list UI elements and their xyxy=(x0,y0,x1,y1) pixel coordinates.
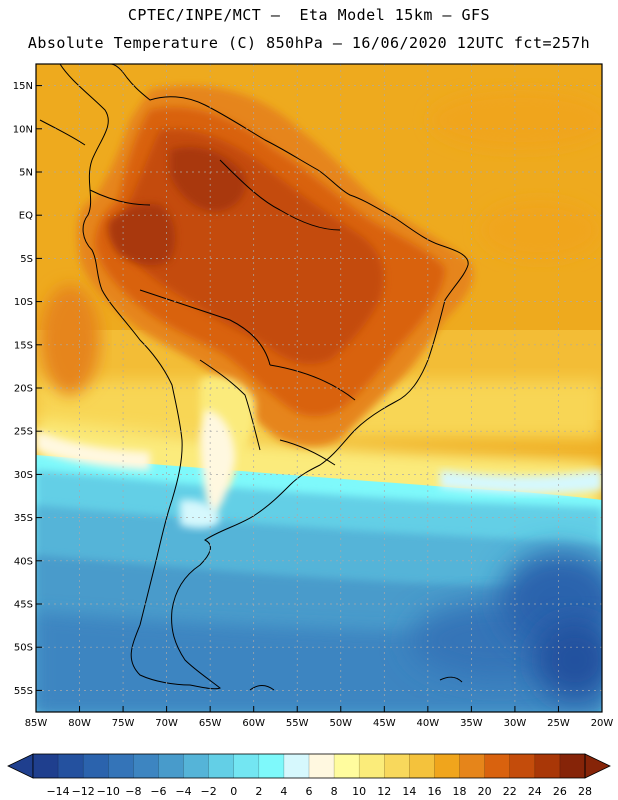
lat-tick-label: 30S xyxy=(14,470,33,481)
colorbar-label: −12 xyxy=(72,785,95,798)
colorbar-frame xyxy=(32,753,586,779)
colorbar-swatch xyxy=(509,754,536,778)
colorbar-label: −2 xyxy=(201,785,217,798)
colorbar-swatch xyxy=(309,754,335,778)
colorbar-swatch xyxy=(33,754,59,778)
colorbar-swatch xyxy=(83,754,109,778)
colorbar-label: 6 xyxy=(306,785,313,798)
lat-tick-label: 40S xyxy=(14,556,33,567)
colorbar-swatch xyxy=(233,754,260,778)
lon-tick-label: 30W xyxy=(504,718,527,729)
lat-tick-label: 10N xyxy=(13,124,33,135)
colorbar-label: 8 xyxy=(331,785,338,798)
lat-tick-label: 55S xyxy=(14,686,33,697)
latitude-axis: 15N 10N 5N EQ 5S 10S 15S 20S 25S 30S 35S 40S 45S 50S 5… xyxy=(13,81,42,697)
lat-tick-label: 15S xyxy=(14,340,33,351)
coastlines xyxy=(39,64,469,691)
colorbar-label: −10 xyxy=(97,785,120,798)
chart-title-line2: Absolute Temperature (C) 850hPa – 16/06/… xyxy=(27,34,591,52)
colorbar-swatch xyxy=(158,754,184,778)
lon-tick-label: 80W xyxy=(68,718,91,729)
colorbar-label: 2 xyxy=(255,785,262,798)
colorbar-label: 18 xyxy=(453,785,467,798)
lon-tick-label: 25W xyxy=(547,718,570,729)
colorbar-swatch xyxy=(183,754,209,778)
colorbar-swatch xyxy=(58,754,84,778)
colorbar-label: 14 xyxy=(402,785,416,798)
colorbar-swatch xyxy=(258,754,285,778)
colorbar-label: −8 xyxy=(125,785,141,798)
lat-tick-label: 35S xyxy=(14,513,33,524)
lon-tick-label: 55W xyxy=(286,718,309,729)
lat-tick-label: 5S xyxy=(20,254,33,265)
lon-tick-label: 20W xyxy=(591,718,614,729)
colorbar-swatch xyxy=(208,754,235,778)
lat-tick-label: 10S xyxy=(14,297,33,308)
lon-tick-label: 50W xyxy=(329,718,352,729)
lat-tick-label: 20S xyxy=(14,384,33,395)
colorbar-swatch xyxy=(283,754,310,778)
colorbar-swatch xyxy=(133,754,159,778)
colorbar-swatch xyxy=(334,754,360,778)
colorbar-label: 22 xyxy=(503,785,517,798)
colorbar-label: 10 xyxy=(352,785,366,798)
colorbar-label: 24 xyxy=(528,785,542,798)
colorbar-label: 4 xyxy=(280,785,287,798)
colorbar-label: 0 xyxy=(230,785,237,798)
lon-tick-label: 75W xyxy=(112,718,135,729)
lon-tick-label: 65W xyxy=(199,718,222,729)
lat-tick-label: 25S xyxy=(14,427,33,438)
chart-title-line1: CPTEC/INPE/MCT – Eta Model 15km – GFS xyxy=(127,6,491,24)
colorbar-label: 12 xyxy=(377,785,391,798)
colorbar-label: −6 xyxy=(150,785,166,798)
lat-tick-label: 15N xyxy=(13,81,33,92)
lon-tick-label: 45W xyxy=(373,718,396,729)
colorbar-swatch xyxy=(534,754,561,778)
colorbar-low-arrow xyxy=(7,753,34,779)
colorbar-swatch xyxy=(108,754,134,778)
lat-tick-label: 45S xyxy=(14,600,33,611)
colorbar-label: 16 xyxy=(427,785,441,798)
lon-tick-label: 35W xyxy=(460,718,483,729)
lon-tick-label: 60W xyxy=(242,718,265,729)
colorbar-swatch xyxy=(384,754,410,778)
colorbar-high-arrow xyxy=(584,753,611,779)
colorbar-swatch xyxy=(484,754,511,778)
lon-tick-label: 70W xyxy=(155,718,178,729)
colorbar-label: 26 xyxy=(553,785,567,798)
colorbar-label: −4 xyxy=(175,785,191,798)
lat-tick-label: 50S xyxy=(14,643,33,654)
lat-tick-label: EQ xyxy=(19,211,33,222)
colorbar-swatch xyxy=(459,754,485,778)
colorbar-swatch xyxy=(359,754,385,778)
colorbar-label: 28 xyxy=(578,785,592,798)
colorbar-swatch xyxy=(434,754,460,778)
longitude-axis: 85W 80W 75W 70W 65W 60W 55W 50W 45W 40W 35W 30W 25W 2… xyxy=(25,706,614,729)
colorbar-label: 20 xyxy=(478,785,492,798)
colorbar-swatch xyxy=(409,754,435,778)
lat-tick-label: 5N xyxy=(19,168,33,179)
lon-tick-label: 40W xyxy=(417,718,440,729)
colorbar-swatch xyxy=(559,754,586,778)
colorbar: −14 −12 −10 −8 −6 −4 −2 0 2 4 6 8 10 12 14 16 18 20 22 24 26… xyxy=(7,753,611,798)
colorbar-label: −14 xyxy=(46,785,69,798)
lon-tick-label: 85W xyxy=(25,718,48,729)
